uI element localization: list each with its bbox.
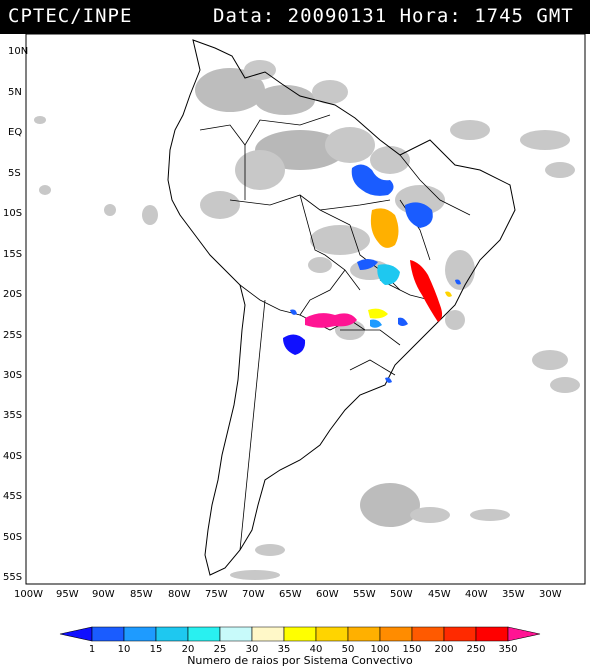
colorbar-segment xyxy=(347,626,381,642)
lat-label: EQ xyxy=(8,127,22,138)
lon-label: 80W xyxy=(168,589,191,600)
lon-label: 55W xyxy=(353,589,376,600)
lon-label: 35W xyxy=(502,589,525,600)
colorbar-tick-label: 35 xyxy=(278,644,291,655)
colorbar-segment xyxy=(411,626,445,642)
colorbar-segment xyxy=(507,626,541,642)
colorbar-ticks: 1 10 15 20 25 30 35 40 50 100 150 200 250 350 xyxy=(89,644,518,655)
colorbar-segment xyxy=(155,626,189,642)
lat-label: 40S xyxy=(3,451,22,462)
lat-label: 5S xyxy=(8,168,21,179)
lat-label: 5N xyxy=(8,87,22,98)
lon-label: 70W xyxy=(242,589,265,600)
date-time-label: Data: 20090131 Hora: 1745 GMT xyxy=(213,5,574,27)
colorbar-title: Numero de raios por Sistema Convectivo xyxy=(187,654,413,667)
lon-label: 85W xyxy=(130,589,153,600)
lon-label: 100W xyxy=(14,589,43,600)
colorbar-segment xyxy=(59,626,93,642)
lat-label: 55S xyxy=(3,572,22,583)
colorbar-segment xyxy=(315,626,349,642)
colorbar-tick-label: 100 xyxy=(370,644,389,655)
colorbar-tick-label: 1 xyxy=(89,644,95,655)
lon-label: 40W xyxy=(465,589,488,600)
colorbar-segment xyxy=(475,626,509,642)
lightning-systems xyxy=(283,164,461,383)
map-header: CPTEC/INPE Data: 20090131 Hora: 1745 GMT xyxy=(0,0,590,34)
colorbar-tick-label: 25 xyxy=(214,644,227,655)
colorbar-tick-label: 250 xyxy=(466,644,485,655)
colorbar-tick-label: 10 xyxy=(118,644,131,655)
colorbar-tick-label: 20 xyxy=(182,644,195,655)
lat-label: 30S xyxy=(3,370,22,381)
cloud-cover xyxy=(34,60,580,580)
lat-label: 20S xyxy=(3,289,22,300)
colorbar-segment xyxy=(91,626,125,642)
colorbar-tick-label: 200 xyxy=(434,644,453,655)
colorbar-tick-label: 50 xyxy=(342,644,355,655)
lon-label: 60W xyxy=(316,589,339,600)
lat-label: 50S xyxy=(3,532,22,543)
colorbar-tick-label: 350 xyxy=(498,644,517,655)
colorbar-tick-label: 150 xyxy=(402,644,421,655)
lon-label: 50W xyxy=(390,589,413,600)
colorbar-segment xyxy=(251,626,285,642)
lon-label: 65W xyxy=(279,589,302,600)
colorbar-segment xyxy=(283,626,317,642)
latitude-labels: 10N 5N EQ 5S 10S 15S 20S 25S 30S 35S 40S… xyxy=(3,46,28,583)
lon-label: 90W xyxy=(92,589,115,600)
lon-label: 95W xyxy=(56,589,79,600)
lon-label: 75W xyxy=(205,589,228,600)
colorbar-tick-label: 40 xyxy=(310,644,323,655)
lon-label: 45W xyxy=(428,589,451,600)
colorbar-tick-label: 15 xyxy=(150,644,163,655)
lat-label: 15S xyxy=(3,249,22,260)
continent-outline xyxy=(167,39,516,576)
lon-label: 30W xyxy=(539,589,562,600)
lat-label: 10S xyxy=(3,208,22,219)
map-frame xyxy=(25,33,586,585)
colorbar-segment xyxy=(443,626,477,642)
colorbar xyxy=(59,626,541,642)
lat-label: 35S xyxy=(3,410,22,421)
colorbar-segment xyxy=(187,626,221,642)
lat-label: 25S xyxy=(3,330,22,341)
colorbar-segment xyxy=(219,626,253,642)
colorbar-segment xyxy=(379,626,413,642)
lat-label: 10N xyxy=(8,46,28,57)
source-label: CPTEC/INPE xyxy=(8,5,133,27)
longitude-labels: 100W 95W 90W 85W 80W 75W 70W 65W 60W 55W… xyxy=(14,589,562,600)
colorbar-segment xyxy=(123,626,157,642)
lat-label: 45S xyxy=(3,491,22,502)
colorbar-tick-label: 30 xyxy=(246,644,259,655)
